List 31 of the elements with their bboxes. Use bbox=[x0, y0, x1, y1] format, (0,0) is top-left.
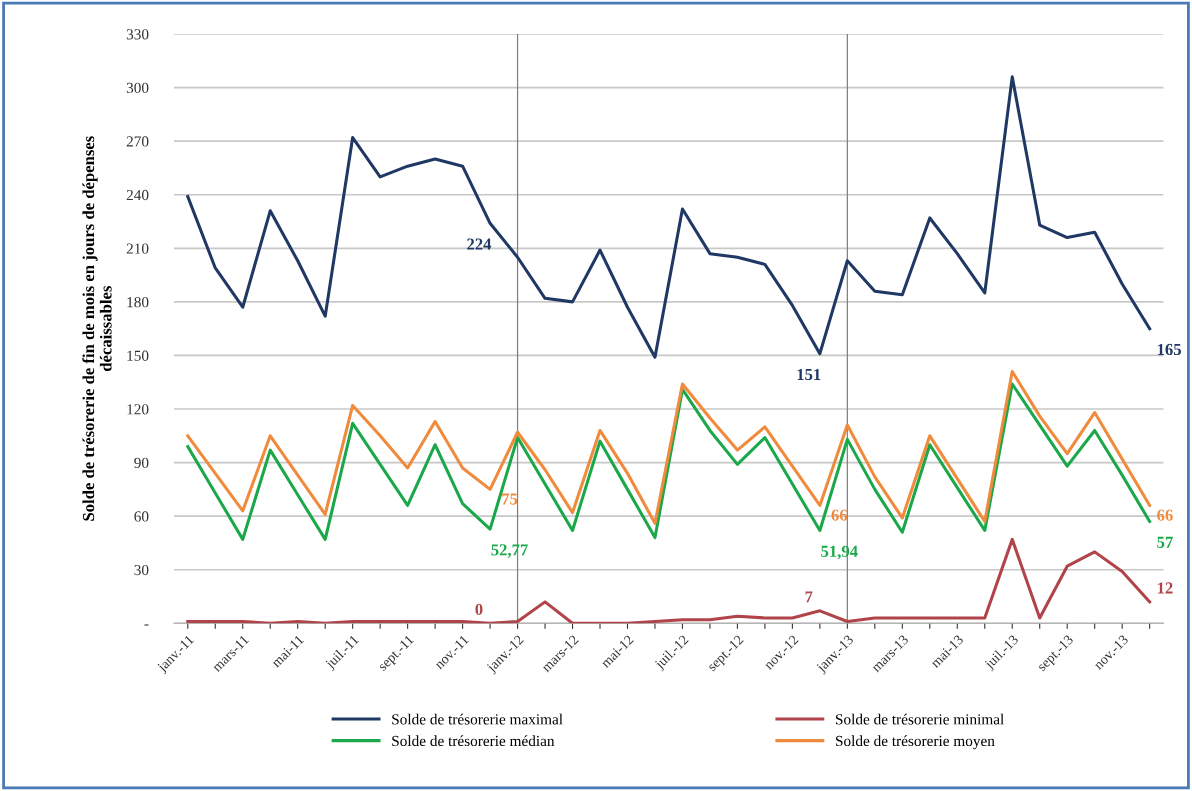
data-label: 7 bbox=[805, 591, 813, 603]
y-tick-label: 270 bbox=[126, 136, 149, 147]
y-tick-label: 90 bbox=[134, 457, 149, 469]
y-tick-label: 330 bbox=[126, 29, 149, 40]
data-label: 224 bbox=[467, 238, 492, 250]
legend-label: Solde de trésorerie médian bbox=[392, 735, 555, 747]
y-tick-label: 60 bbox=[134, 511, 149, 522]
y-tick-label: 120 bbox=[127, 404, 149, 415]
line-series bbox=[186, 382, 1152, 541]
data-label: 151 bbox=[797, 368, 821, 381]
y-tick-label: 180 bbox=[127, 297, 149, 308]
data-label: 66 bbox=[831, 509, 848, 521]
data-label: 12 bbox=[1157, 582, 1173, 594]
y-tick-label: 150 bbox=[127, 350, 149, 361]
data-label: 165 bbox=[1157, 343, 1181, 356]
y-tick-label: - bbox=[144, 624, 149, 626]
data-label: 66 bbox=[1157, 509, 1173, 521]
y-tick-label: 30 bbox=[134, 564, 149, 576]
data-label: 57 bbox=[1157, 536, 1173, 548]
legend-label: Solde de trésorerie moyen bbox=[836, 735, 995, 750]
y-tick-label: 300 bbox=[126, 82, 149, 94]
data-label: 51,94 bbox=[821, 545, 858, 560]
data-label: 0 bbox=[475, 603, 483, 615]
y-axis-title: Solde de trésorerie de fin de mois en jours de dépenses décaissables bbox=[82, 136, 112, 521]
line-series bbox=[186, 537, 1152, 624]
legend-label: Solde de trésorerie maximal bbox=[392, 713, 563, 725]
line-series bbox=[186, 75, 1152, 359]
y-tick-label: 210 bbox=[126, 243, 149, 254]
line-series bbox=[186, 369, 1152, 525]
y-tick-label: 240 bbox=[126, 189, 149, 201]
legend-label: Solde de trésorerie minimal bbox=[836, 713, 1004, 725]
